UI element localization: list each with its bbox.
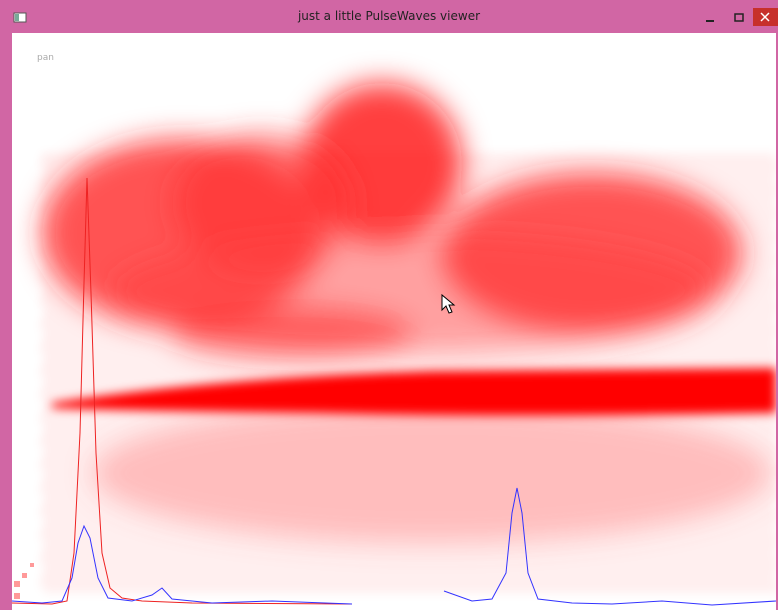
window-title: just a little PulseWaves viewer xyxy=(297,9,481,23)
mouse-cursor xyxy=(441,293,456,314)
title-bar-decor xyxy=(13,8,778,26)
maximize-button[interactable] xyxy=(734,13,744,22)
corner-points xyxy=(14,563,34,599)
app-icon xyxy=(13,12,27,23)
ground-band xyxy=(52,368,776,416)
title-bar: just a little PulseWaves viewer xyxy=(0,0,778,33)
app-icon-part xyxy=(15,14,19,21)
waveform-blue xyxy=(12,524,353,605)
mode-label: pan xyxy=(37,53,54,63)
point-cloud xyxy=(12,83,776,606)
viewer-canvas: pan xyxy=(12,33,776,610)
waveform-blue-2 xyxy=(443,487,776,606)
close-icon xyxy=(760,12,770,22)
